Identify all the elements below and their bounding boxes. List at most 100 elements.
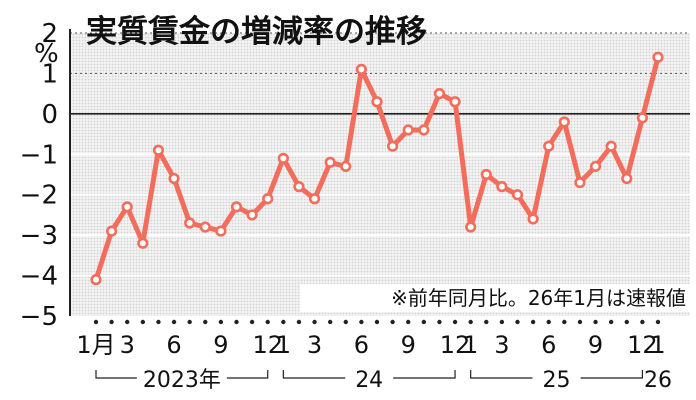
month-dot: [156, 319, 161, 325]
year-label: 25: [543, 368, 571, 393]
data-point: [277, 152, 289, 164]
x-tick-label: 1: [650, 331, 665, 359]
month-dot: [640, 319, 645, 325]
data-point: [262, 193, 274, 205]
month-dot: [140, 319, 146, 325]
data-point: [106, 225, 118, 237]
year-bracket: [393, 370, 456, 379]
year-bracket: [580, 370, 643, 379]
x-tick-label: 9: [213, 331, 228, 359]
data-point: [137, 237, 149, 249]
month-dot: [312, 319, 317, 325]
y-tick-label: 1: [41, 59, 58, 89]
x-tick-label: 9: [401, 331, 416, 359]
month-dot: [203, 319, 208, 325]
y-tick-label: −3: [20, 221, 58, 251]
x-tick-labels: 1月 3 6 9 121 3 6 9 121 3 6 9 121: [76, 331, 665, 359]
month-dot: [546, 319, 551, 325]
year-bracket: [226, 370, 269, 379]
y-tick-label: −1: [20, 140, 58, 170]
month-dot: [296, 319, 302, 325]
data-point: [511, 189, 524, 201]
data-point: [340, 160, 352, 173]
data-point: [589, 160, 602, 173]
data-point: [433, 88, 446, 100]
year-bracket: [95, 370, 137, 379]
year-bracket: [470, 370, 533, 379]
data-point: [605, 140, 617, 152]
x-tick-label: 3: [307, 331, 322, 359]
data-point: [168, 172, 180, 185]
x-tick-label: 6: [166, 331, 181, 359]
note-background: [300, 284, 690, 312]
month-dot: [452, 319, 458, 325]
month-dot: [624, 319, 629, 325]
month-dot: [484, 319, 489, 325]
y-unit-label: %: [34, 39, 59, 69]
data-point: [496, 181, 508, 193]
data-point: [121, 201, 133, 213]
data-point: [246, 209, 258, 221]
month-dot: [265, 319, 270, 325]
x-tick-label: 1: [276, 331, 291, 359]
data-point: [449, 96, 461, 108]
month-dot: [187, 319, 192, 325]
x-tick-label: 1: [463, 331, 478, 359]
year-labels: 2023年 24 25 26: [95, 368, 672, 393]
month-dot: [359, 319, 364, 325]
data-point: [636, 112, 648, 124]
month-dot: [437, 319, 442, 325]
year-label: 24: [355, 368, 383, 393]
month-dot: [655, 319, 661, 325]
data-point: [90, 274, 102, 286]
data-point: [465, 221, 477, 233]
x-tick-label: 12: [252, 331, 283, 359]
month-dot: [343, 319, 348, 325]
month-dot: [125, 319, 130, 325]
x-tick-label: 9: [588, 331, 603, 359]
month-dot: [218, 319, 224, 325]
data-point: [355, 63, 367, 75]
x-tick-label: 6: [354, 331, 369, 359]
y-tick-label: −2: [20, 181, 58, 211]
month-dot: [468, 319, 473, 325]
x-axis-month-dots: [93, 319, 661, 325]
x-tick-label: 3: [494, 331, 509, 359]
data-points: [90, 51, 664, 286]
month-dot: [93, 319, 99, 325]
y-tick-label: 0: [41, 100, 58, 130]
month-dot: [327, 319, 333, 325]
y-tick-labels: 2 1 0 −1 −2 −3 −4 −5: [20, 19, 58, 332]
x-tick-label: 12: [440, 331, 471, 359]
data-point: [152, 144, 165, 156]
data-point: [324, 156, 336, 168]
x-tick-label: 6: [541, 331, 556, 359]
month-dot: [499, 319, 505, 325]
data-point: [574, 176, 586, 189]
chart-title: 実質賃金の増減率の推移: [86, 14, 427, 50]
month-dot: [608, 319, 614, 325]
month-dot: [171, 319, 177, 325]
data-point: [480, 168, 492, 181]
year-bracket: [282, 370, 346, 379]
x-tick-label: 12: [627, 331, 658, 359]
month-dot: [562, 319, 567, 325]
y-tick-label: −4: [20, 262, 58, 292]
y-tick-label: −5: [20, 302, 58, 332]
x-tick-label: 3: [120, 331, 135, 359]
data-point: [199, 221, 211, 233]
data-point: [308, 193, 321, 205]
month-dot: [234, 319, 239, 325]
data-point: [527, 213, 539, 225]
month-dot: [593, 319, 598, 325]
data-point: [371, 96, 383, 108]
data-point: [215, 225, 227, 237]
month-dot: [249, 319, 255, 325]
y-tick-label: 2: [41, 19, 58, 49]
data-point: [184, 217, 196, 229]
data-point: [293, 181, 305, 193]
data-point: [402, 124, 414, 136]
data-point: [543, 140, 555, 152]
month-dot: [374, 319, 380, 325]
data-point: [652, 51, 664, 63]
